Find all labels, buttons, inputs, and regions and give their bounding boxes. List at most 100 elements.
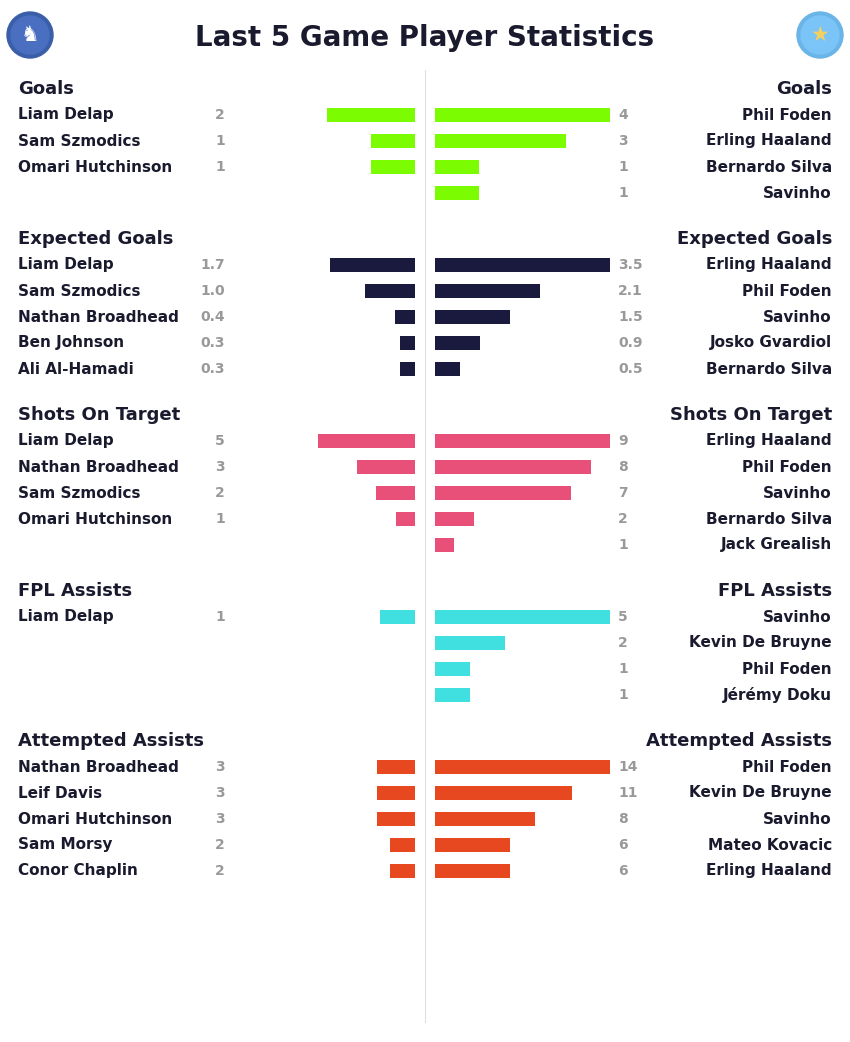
- Text: 1: 1: [618, 187, 628, 200]
- Text: 1.0: 1.0: [201, 284, 225, 298]
- Bar: [435, 258, 610, 272]
- Bar: [435, 460, 591, 474]
- Text: 3.5: 3.5: [618, 258, 643, 272]
- Bar: [435, 512, 474, 526]
- Text: Bernardo Silva: Bernardo Silva: [706, 512, 832, 526]
- Text: 1: 1: [215, 610, 225, 624]
- Text: Attempted Assists: Attempted Assists: [646, 731, 832, 750]
- Text: 0.4: 0.4: [201, 311, 225, 324]
- Text: Savinho: Savinho: [763, 812, 832, 826]
- Text: Phil Foden: Phil Foden: [742, 662, 832, 676]
- Text: 11: 11: [618, 786, 638, 800]
- Bar: [371, 160, 415, 174]
- Bar: [377, 760, 415, 774]
- Circle shape: [7, 13, 53, 58]
- Text: Liam Delap: Liam Delap: [18, 107, 114, 123]
- Text: 8: 8: [618, 812, 628, 826]
- Text: Bernardo Silva: Bernardo Silva: [706, 159, 832, 174]
- Bar: [435, 134, 566, 148]
- Text: Attempted Assists: Attempted Assists: [18, 731, 204, 750]
- Text: 1: 1: [618, 662, 628, 676]
- Text: Jack Grealish: Jack Grealish: [721, 538, 832, 552]
- Text: Ben Johnson: Ben Johnson: [18, 336, 124, 350]
- Text: Shots On Target: Shots On Target: [18, 406, 180, 424]
- Text: 6: 6: [618, 838, 627, 852]
- Bar: [330, 258, 415, 272]
- Text: Omari Hutchinson: Omari Hutchinson: [18, 512, 173, 526]
- Bar: [376, 486, 415, 500]
- Text: Goals: Goals: [18, 80, 74, 98]
- Bar: [400, 336, 415, 350]
- Text: 8: 8: [618, 460, 628, 474]
- Text: Sam Szmodics: Sam Szmodics: [18, 133, 140, 149]
- Bar: [327, 108, 415, 122]
- Bar: [380, 610, 415, 624]
- Text: 3: 3: [215, 460, 225, 474]
- Text: Ali Al-Hamadi: Ali Al-Hamadi: [18, 362, 133, 376]
- Bar: [390, 864, 415, 878]
- Text: 2: 2: [215, 108, 225, 122]
- Text: 7: 7: [618, 486, 627, 500]
- Bar: [395, 311, 415, 324]
- Text: Erling Haaland: Erling Haaland: [706, 257, 832, 273]
- Text: ★: ★: [811, 25, 830, 45]
- Bar: [390, 838, 415, 852]
- Text: Sam Morsy: Sam Morsy: [18, 838, 112, 852]
- Text: Phil Foden: Phil Foden: [742, 760, 832, 774]
- Text: Shots On Target: Shots On Target: [670, 406, 832, 424]
- Text: 1.7: 1.7: [201, 258, 225, 272]
- Text: Erling Haaland: Erling Haaland: [706, 133, 832, 149]
- Text: Liam Delap: Liam Delap: [18, 257, 114, 273]
- Bar: [435, 688, 470, 702]
- Bar: [435, 786, 573, 800]
- Text: 1: 1: [215, 512, 225, 526]
- Bar: [435, 336, 480, 350]
- Text: 0.3: 0.3: [201, 362, 225, 376]
- Bar: [435, 662, 470, 676]
- Text: 14: 14: [618, 760, 638, 774]
- Text: 6: 6: [618, 864, 627, 878]
- Text: Last 5 Game Player Statistics: Last 5 Game Player Statistics: [196, 24, 654, 52]
- Text: Savinho: Savinho: [763, 610, 832, 624]
- Bar: [435, 864, 510, 878]
- Bar: [435, 838, 510, 852]
- Text: Kevin De Bruyne: Kevin De Bruyne: [689, 636, 832, 650]
- Text: 2: 2: [215, 864, 225, 878]
- Text: 1: 1: [618, 688, 628, 702]
- Text: Nathan Broadhead: Nathan Broadhead: [18, 309, 178, 324]
- Bar: [435, 435, 610, 448]
- Text: Jérémy Doku: Jérémy Doku: [723, 687, 832, 703]
- Text: Kevin De Bruyne: Kevin De Bruyne: [689, 786, 832, 800]
- Bar: [400, 362, 415, 376]
- Text: Mateo Kovacic: Mateo Kovacic: [708, 838, 832, 852]
- Text: FPL Assists: FPL Assists: [718, 582, 832, 600]
- Bar: [357, 460, 415, 474]
- Text: 3: 3: [215, 786, 225, 800]
- Bar: [435, 538, 455, 552]
- Text: 1: 1: [618, 160, 628, 174]
- Bar: [435, 284, 540, 298]
- Bar: [435, 486, 571, 500]
- Text: 5: 5: [618, 610, 628, 624]
- Text: 0.5: 0.5: [618, 362, 643, 376]
- Text: 2: 2: [618, 512, 628, 526]
- Bar: [318, 435, 415, 448]
- Text: 0.3: 0.3: [201, 336, 225, 350]
- Bar: [435, 160, 479, 174]
- Circle shape: [801, 16, 839, 54]
- Text: Bernardo Silva: Bernardo Silva: [706, 362, 832, 376]
- Text: Conor Chaplin: Conor Chaplin: [18, 864, 138, 878]
- Text: Erling Haaland: Erling Haaland: [706, 864, 832, 878]
- Bar: [377, 812, 415, 826]
- Text: Liam Delap: Liam Delap: [18, 610, 114, 624]
- Bar: [435, 636, 505, 650]
- Text: Sam Szmodics: Sam Szmodics: [18, 486, 140, 500]
- Text: 0.9: 0.9: [618, 336, 643, 350]
- Text: Goals: Goals: [776, 80, 832, 98]
- Text: Nathan Broadhead: Nathan Broadhead: [18, 760, 178, 774]
- Text: 1.5: 1.5: [618, 311, 643, 324]
- Bar: [435, 610, 610, 624]
- Text: FPL Assists: FPL Assists: [18, 582, 132, 600]
- Text: Phil Foden: Phil Foden: [742, 107, 832, 123]
- Text: Phil Foden: Phil Foden: [742, 283, 832, 298]
